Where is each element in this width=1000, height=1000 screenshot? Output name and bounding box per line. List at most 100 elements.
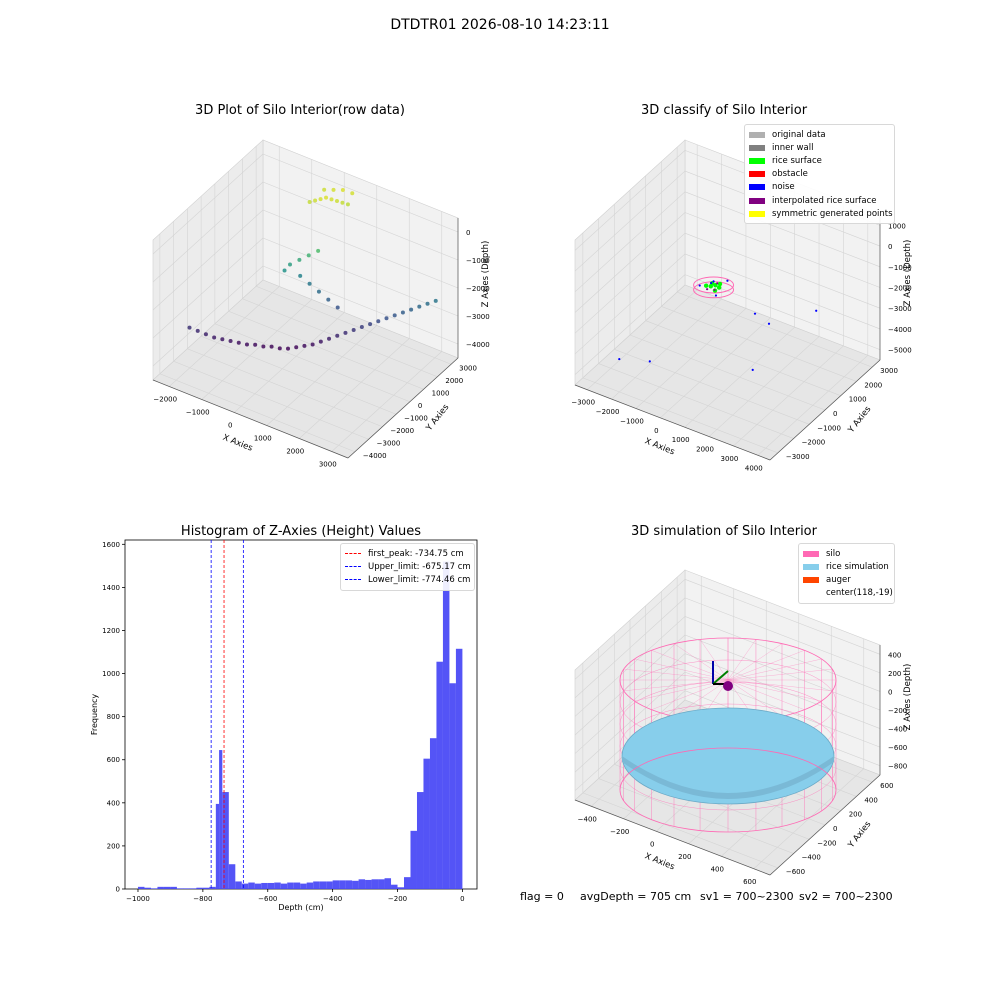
- plot4-x-axis-label: X Axies: [643, 851, 676, 872]
- plot3-bar: [391, 884, 398, 889]
- plot4-gridline: [684, 653, 881, 729]
- plot1-data-point: [335, 305, 340, 310]
- plot4-y-tick-label: −600: [786, 868, 805, 876]
- plot4-gridline: [684, 579, 881, 655]
- plot4-rice-side: [622, 756, 834, 799]
- plot2-y-axis-label: Y Axies: [846, 404, 874, 436]
- plot1-gridline: [256, 285, 452, 365]
- plot3-bar: [332, 880, 340, 889]
- status-sv1: sv1 = 700~2300: [700, 890, 794, 903]
- plot1-3d-scatter: −2000 −1000 0 1000 2000 3000 −4000 −3000 −2000 −1…: [152, 139, 491, 469]
- plot3-bar: [261, 882, 268, 889]
- plot1-data-point: [282, 268, 287, 273]
- plot3-bar: [267, 882, 275, 889]
- plot3-title: Histogram of Z-Axies (Height) Values: [180, 524, 422, 539]
- plot1-gridline: [152, 209, 264, 311]
- plot3-legend-item: Lower_limit: -774.46 cm: [345, 573, 470, 586]
- plot1-gridline: [201, 299, 312, 400]
- plot1-x-tick-label: 1000: [254, 435, 272, 443]
- status-flag: flag = 0: [520, 890, 564, 903]
- plot1-z-tick-label: −1000: [466, 257, 490, 265]
- plot3-x-tick-label: −400: [323, 895, 342, 903]
- plot2-title: 3D classify of Silo Interior: [640, 103, 808, 118]
- plot2-y-tick-label: 3000: [880, 367, 898, 375]
- plot2-gridline: [614, 349, 810, 425]
- plot4-center-marker: [723, 681, 733, 691]
- plot1-gridline: [266, 325, 377, 426]
- plot4-silo-spoke: [727, 658, 822, 681]
- plot1-gridline: [262, 237, 459, 317]
- plot3-legend-label: Upper_limit: -675.17 cm: [368, 561, 471, 572]
- plot1-data-point: [409, 307, 414, 312]
- plot4-silo-spoke: [727, 650, 805, 681]
- plot4-gridline: [684, 634, 881, 711]
- plot1-data-point: [236, 340, 241, 345]
- plot3-y-tick-label: 1200: [102, 627, 120, 635]
- plot2-x-axis: [574, 384, 771, 461]
- plot4-z-tick-label: 0: [888, 688, 892, 696]
- plot1-data-point: [331, 187, 336, 192]
- plot3-histogram: −1000 −800 −600 −400 −200 0 0 200 400 600 800 1000 1…: [90, 539, 478, 912]
- plot4-silo-spoke: [727, 668, 833, 681]
- plot1-x-tick-label: −2000: [153, 396, 177, 404]
- plot3-y-tick-label: 1400: [102, 584, 120, 592]
- plot3-bar: [429, 738, 437, 889]
- plot1-data-point: [417, 304, 422, 309]
- plot1-data-point: [335, 333, 340, 338]
- plot4-legend-item: rice simulation: [803, 560, 890, 573]
- plot3-bar: [365, 879, 372, 889]
- plot1-data-point: [220, 337, 225, 342]
- plot4-gridline: [574, 671, 686, 773]
- plot4-legend-swatch: [803, 576, 819, 583]
- figure-suptitle: DTDTR01 2026-08-10 14:23:11: [390, 17, 610, 33]
- plot2-data-point: [767, 322, 771, 325]
- plot4-y-tick-label: −400: [802, 854, 821, 862]
- plot4-x-tick-label: −400: [578, 815, 597, 823]
- plot1-gridline: [152, 265, 264, 367]
- plot4-gridline: [684, 597, 881, 674]
- plot1-gridline: [234, 312, 345, 413]
- plot3-bar: [416, 792, 424, 889]
- plot2-gridline: [661, 306, 857, 382]
- plot2-gridline: [598, 363, 794, 439]
- plot2-legend-item: original data: [749, 128, 890, 141]
- plot2-gridline: [574, 232, 686, 334]
- plot1-data-point: [324, 195, 329, 200]
- plot2-data-point: [648, 360, 651, 363]
- plot4-gridline: [582, 792, 778, 869]
- plot4-silo-bottom: [619, 747, 837, 833]
- plot3-legend-label: first_peak: -734.75 cm: [368, 548, 464, 559]
- plot3-bar: [326, 881, 333, 889]
- plot2-y-tick-label: −1000: [817, 424, 841, 432]
- plot2-gridline: [684, 253, 881, 330]
- plot3-bar: [397, 887, 405, 889]
- plot2-gridline: [684, 191, 881, 268]
- plot3-bar: [371, 879, 379, 889]
- plot1-data-point: [368, 322, 373, 327]
- plot3-legend-swatch: [345, 553, 361, 555]
- plot3-bar: [449, 683, 456, 889]
- plot4-legend-swatch: [803, 550, 819, 557]
- plot2-legend-label: obstacle: [772, 169, 808, 180]
- plot1-data-point: [327, 336, 332, 341]
- plot1-gridline: [331, 351, 442, 452]
- plot3-bar: [442, 561, 450, 889]
- plot4-legend-item: center(118,-19): [803, 587, 893, 600]
- plot2-legend-swatch: [749, 144, 765, 151]
- plot2-data-point: [716, 285, 722, 290]
- plot2-gridline: [684, 212, 881, 288]
- plot2-legend-swatch: [749, 184, 765, 191]
- plot3-bar: [144, 887, 151, 889]
- plot3-y-tick-label: 1600: [102, 541, 120, 549]
- plot4-x-tick-label: 400: [711, 865, 724, 873]
- plot4-rice-surface: [621, 707, 835, 805]
- plot1-data-point: [359, 325, 364, 330]
- plot1-data-point: [307, 199, 312, 204]
- plot2-z-tick-label: 0: [888, 243, 892, 251]
- plot1-data-point: [294, 345, 299, 350]
- plot3-bar: [319, 881, 327, 889]
- plot4-y-tick-label: −200: [817, 839, 836, 847]
- plot3-bar: [219, 750, 223, 889]
- plot4-z-tick-label: 200: [888, 670, 901, 678]
- plot3-x-tick-label: 0: [460, 895, 464, 903]
